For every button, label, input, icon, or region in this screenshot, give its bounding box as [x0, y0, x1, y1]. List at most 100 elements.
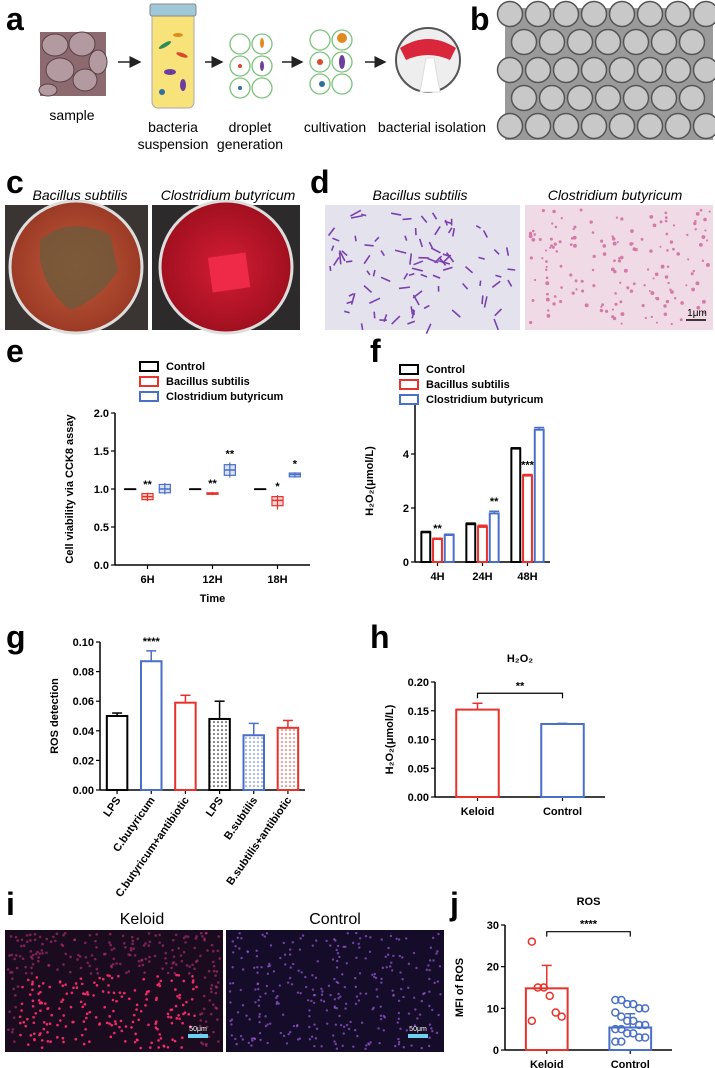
nucleus [184, 941, 187, 944]
bar [432, 538, 443, 563]
nucleus [281, 1013, 285, 1016]
cell [676, 252, 681, 256]
nucleus [52, 935, 55, 939]
nucleus [114, 1022, 118, 1026]
nucleus [300, 971, 303, 974]
scale-label: 50μm [409, 1026, 427, 1033]
nucleus [292, 1024, 296, 1028]
nucleus [10, 971, 14, 974]
cell [528, 234, 533, 239]
nucleus [159, 1037, 163, 1040]
nucleus [69, 955, 72, 959]
nucleus [59, 1019, 62, 1022]
nucleus [128, 997, 131, 1001]
cell [592, 284, 596, 288]
nucleus [124, 945, 127, 949]
rod [373, 311, 376, 319]
cell [550, 244, 554, 248]
cell [614, 292, 617, 295]
cell [572, 235, 577, 240]
nucleus [216, 949, 220, 953]
nucleus [118, 991, 122, 994]
nucleus [170, 979, 174, 982]
nucleus [282, 941, 285, 945]
nucleus [22, 944, 26, 948]
nucleus [170, 966, 173, 970]
nucleus [16, 985, 20, 988]
cell [696, 305, 701, 310]
nucleus [108, 974, 111, 978]
nucleus [217, 935, 221, 938]
nucleus [380, 977, 383, 981]
nucleus [22, 1020, 26, 1024]
nucleus [209, 987, 213, 990]
nucleus [407, 1012, 411, 1015]
cell [629, 289, 634, 293]
nucleus [277, 1002, 280, 1005]
nucleus [358, 972, 362, 975]
nucleus [428, 969, 431, 972]
well [636, 0, 664, 28]
nucleus [299, 991, 302, 995]
nucleus [275, 996, 278, 1000]
nucleus [214, 974, 217, 977]
nucleus [30, 966, 33, 970]
nucleus [353, 1028, 357, 1032]
nucleus [20, 1002, 24, 1006]
nucleus [14, 935, 18, 939]
nucleus [191, 963, 194, 967]
data-point [634, 1033, 644, 1042]
nucleus [177, 946, 181, 950]
nucleus [142, 977, 146, 981]
nucleus [28, 993, 32, 996]
nucleus [192, 987, 195, 991]
cell [571, 291, 575, 295]
nucleus [79, 977, 83, 980]
cell [614, 302, 618, 306]
cell [694, 219, 697, 223]
y-tick-label: 2 [403, 503, 409, 515]
rod [341, 250, 348, 257]
nucleus [158, 941, 161, 944]
cell [545, 265, 548, 268]
nucleus [364, 992, 368, 995]
nucleus [371, 1008, 374, 1011]
nucleus [310, 1035, 314, 1038]
data-point [640, 1020, 650, 1030]
nucleus [263, 935, 267, 938]
nucleus [24, 1024, 28, 1028]
nucleus [95, 967, 99, 971]
nucleus [96, 972, 100, 975]
data-point [617, 1024, 626, 1034]
nucleus [336, 944, 340, 948]
nucleus [266, 1023, 269, 1026]
data-point [527, 1016, 537, 1026]
nucleus [250, 1037, 254, 1040]
nucleus [180, 1046, 184, 1049]
nucleus [265, 932, 269, 935]
nucleus [6, 968, 10, 971]
nucleus [241, 1038, 245, 1041]
nucleus [437, 932, 440, 936]
data-point [617, 1037, 626, 1046]
nucleus [246, 950, 249, 953]
chart: 0 10 20 30 Keloid Control MFI of ROS ROS **** [454, 896, 672, 1068]
nucleus [327, 984, 331, 988]
nucleus [164, 951, 168, 955]
nucleus [182, 1012, 185, 1016]
tube-cap [149, 3, 197, 17]
nucleus [175, 963, 178, 966]
nucleus [313, 1044, 316, 1048]
data-point [628, 999, 638, 1009]
nucleus [162, 1044, 166, 1048]
nucleus [312, 1001, 316, 1005]
data-point [623, 1029, 632, 1038]
nucleus [93, 957, 97, 961]
nucleus [253, 1037, 257, 1041]
box [271, 496, 284, 507]
nucleus [407, 962, 411, 966]
nucleus [269, 1022, 272, 1025]
rod [408, 272, 415, 277]
nucleus [296, 1024, 299, 1027]
nucleus [157, 982, 161, 985]
